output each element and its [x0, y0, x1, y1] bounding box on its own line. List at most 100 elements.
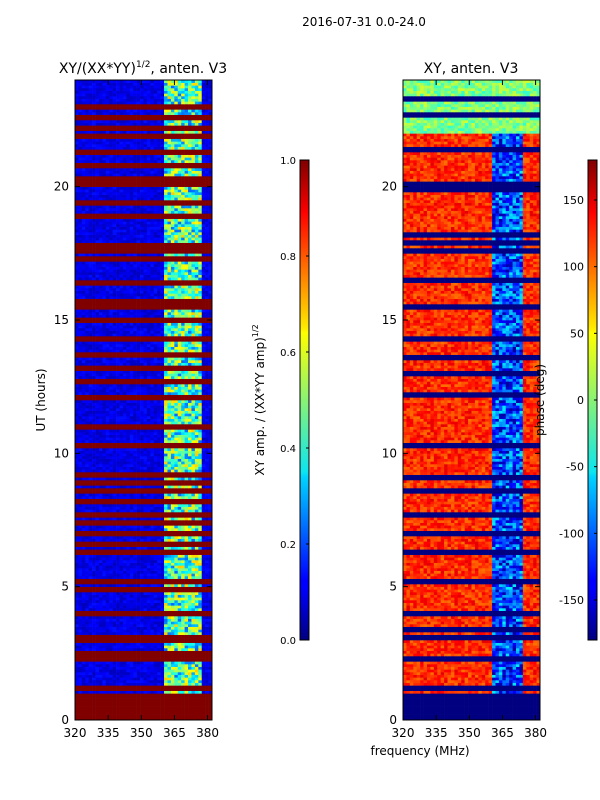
heatmap-cell [119, 442, 124, 446]
heatmap-cell [174, 437, 179, 441]
heatmap-cell [198, 664, 203, 667]
heatmap-cell [208, 677, 213, 681]
heatmap-cell [201, 442, 206, 446]
heatmap-cell [122, 466, 127, 470]
heatmap-cell [122, 520, 127, 523]
heatmap-cell [205, 549, 209, 553]
heatmap-cell [157, 504, 161, 507]
heatmap-cell [191, 517, 196, 521]
heatmap-cell [109, 629, 113, 633]
heatmap-cell [150, 498, 155, 502]
heatmap-cell [81, 653, 86, 657]
heatmap-cell [78, 549, 83, 553]
heatmap-cell [112, 698, 117, 702]
heatmap-cell [81, 538, 86, 542]
heatmap-cell [88, 666, 93, 670]
heatmap-cell [119, 464, 124, 467]
heatmap-cell [116, 498, 120, 502]
heatmap-cell [184, 626, 189, 630]
heatmap-cell [170, 394, 175, 398]
heatmap-cell [157, 408, 161, 411]
heatmap-cell [133, 613, 137, 617]
heatmap-cell [201, 656, 206, 659]
heatmap-cell [102, 693, 107, 697]
heatmap-cell [146, 629, 151, 633]
heatmap-cell [170, 544, 175, 547]
heatmap-cell [75, 496, 79, 499]
heatmap-cell [174, 418, 179, 422]
heatmap-cell [157, 613, 161, 617]
heatmap-cell [150, 690, 155, 694]
heatmap-cell [177, 482, 182, 486]
heatmap-cell [81, 541, 86, 545]
heatmap-cell [153, 392, 158, 395]
heatmap-cell [164, 709, 168, 713]
heatmap-cell [146, 480, 151, 483]
heatmap-cell [181, 592, 185, 595]
heatmap-cell [85, 610, 89, 614]
heatmap-cell [150, 450, 155, 454]
heatmap-cell [136, 616, 141, 619]
heatmap-cell [88, 672, 93, 675]
heatmap-cell [88, 536, 93, 539]
heatmap-cell [191, 650, 196, 654]
heatmap-cell [177, 645, 182, 649]
heatmap-cell [98, 496, 103, 499]
heatmap-cell [126, 525, 131, 529]
heatmap-cell [184, 709, 189, 713]
heatmap-cell [157, 466, 161, 470]
heatmap-cell [157, 640, 161, 643]
heatmap-cell [85, 576, 89, 579]
heatmap-cell [146, 677, 151, 681]
heatmap-cell [181, 621, 185, 625]
heatmap-cell [153, 442, 158, 446]
heatmap-cell [170, 717, 175, 721]
heatmap-cell [133, 672, 137, 675]
heatmap-cell [88, 576, 93, 579]
heatmap-cell [188, 530, 192, 534]
heatmap-cell [153, 621, 158, 625]
heatmap-cell [81, 413, 86, 417]
heatmap-cell [105, 664, 110, 667]
heatmap-cell [191, 512, 196, 515]
heatmap-cell [119, 693, 124, 697]
heatmap-cell [95, 696, 100, 699]
heatmap-cell [136, 440, 141, 443]
heatmap-cell [191, 688, 196, 691]
heatmap-cell [133, 666, 137, 670]
heatmap-cell [98, 586, 103, 590]
heatmap-cell [109, 650, 113, 654]
heatmap-cell [88, 570, 93, 574]
heatmap-cell [191, 629, 196, 633]
heatmap-cell [174, 485, 179, 489]
heatmap-cell [208, 650, 213, 654]
heatmap-cell [194, 613, 199, 617]
heatmap-cell [95, 440, 100, 443]
heatmap-cell [174, 429, 179, 433]
heatmap-cell [160, 504, 165, 507]
heatmap-cell [177, 541, 182, 545]
heatmap-cell [198, 648, 203, 651]
heatmap-cell [95, 520, 100, 523]
heatmap-cell [194, 442, 199, 446]
heatmap-cell [98, 584, 103, 587]
heatmap-cell [81, 642, 86, 646]
heatmap-cell [112, 538, 117, 542]
heatmap-cell [177, 461, 182, 465]
heatmap-cell [188, 653, 192, 657]
heatmap-cell [85, 501, 89, 505]
heatmap-cell [170, 437, 175, 441]
heatmap-cell [157, 394, 161, 398]
heatmap-cell [153, 496, 158, 499]
heatmap-cell [92, 488, 96, 491]
heatmap-cell [205, 600, 209, 603]
heatmap-cell [153, 520, 158, 523]
heatmap-cell [95, 664, 100, 667]
heatmap-cell [188, 714, 192, 718]
heatmap-cell [98, 698, 103, 702]
heatmap-cell [208, 656, 213, 659]
heatmap-cell [143, 530, 148, 534]
heatmap-cell [160, 501, 165, 505]
heatmap-cell [146, 544, 151, 547]
heatmap-cell [184, 565, 189, 569]
